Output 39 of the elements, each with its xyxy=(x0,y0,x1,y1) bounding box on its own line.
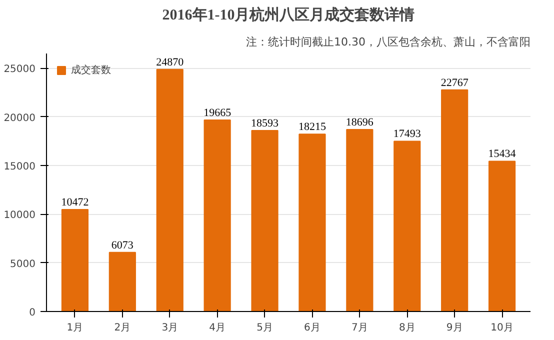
bar xyxy=(441,89,468,312)
chart-title: 2016年1-10月杭州八区月成交套数详情 xyxy=(162,6,415,24)
data-label: 18696 xyxy=(346,116,374,128)
x-tick-label: 3月 xyxy=(162,322,178,334)
data-label: 18593 xyxy=(251,117,280,130)
x-tick-label: 7月 xyxy=(351,322,368,334)
bar xyxy=(108,252,136,312)
y-tick-label: 20000 xyxy=(4,112,36,124)
bar xyxy=(251,130,278,312)
x-tick-label: 10月 xyxy=(490,322,514,334)
x-tick-label: 9月 xyxy=(446,322,463,334)
y-tick-label: 10000 xyxy=(4,210,36,222)
data-label: 18215 xyxy=(298,121,326,134)
y-tick-label: 5000 xyxy=(10,258,36,270)
bar xyxy=(394,140,421,312)
data-label: 6073 xyxy=(111,239,134,252)
x-tick-label: 2月 xyxy=(114,322,131,334)
y-tick-label: 25000 xyxy=(4,64,36,76)
legend-label: 成交套数 xyxy=(71,64,111,77)
x-tick-label: 8月 xyxy=(398,322,416,334)
x-tick-label: 4月 xyxy=(209,322,226,334)
bar xyxy=(488,160,516,312)
data-label: 15434 xyxy=(488,148,516,160)
bar xyxy=(346,128,374,312)
data-label: 24870 xyxy=(156,56,184,68)
bar xyxy=(298,134,326,312)
bar xyxy=(204,120,231,312)
data-label: 19665 xyxy=(204,107,232,120)
x-tick-label: 1月 xyxy=(66,322,84,334)
data-label: 10472 xyxy=(61,196,89,209)
x-tick-label: 5月 xyxy=(256,322,273,334)
data-label: 22767 xyxy=(440,76,469,89)
y-tick-label: 15000 xyxy=(4,161,36,172)
bar xyxy=(61,209,89,312)
text: 注：统计时间截止10.30，八区包含余杭、萧山，不含富阳 xyxy=(246,36,531,48)
y-tick-label: 0 xyxy=(29,308,36,318)
bar xyxy=(156,68,184,312)
x-tick-label: 6月 xyxy=(304,322,320,334)
data-label: 17493 xyxy=(393,128,422,140)
